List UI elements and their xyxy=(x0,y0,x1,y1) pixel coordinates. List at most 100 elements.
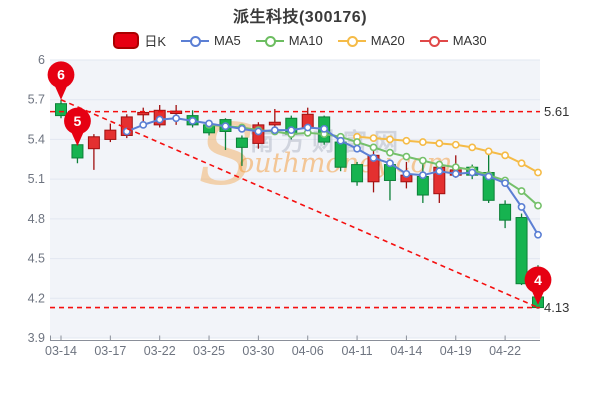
candle-body xyxy=(334,141,347,168)
ma10-legend-marker-icon xyxy=(255,35,284,47)
page-title: 派生科技(300176) xyxy=(232,9,368,26)
ma10-point xyxy=(517,187,526,195)
ma20-legend-marker-icon xyxy=(337,35,366,47)
ma5-point xyxy=(418,171,427,180)
ma5-legend-marker-icon xyxy=(181,35,210,47)
ma20-point xyxy=(451,140,460,149)
balloon-body xyxy=(524,266,552,294)
chart-legend: 日K MA5 MA10 MA20 MA30 xyxy=(0,31,600,50)
legend-item-k[interactable]: 日K xyxy=(113,31,166,50)
ma20-point xyxy=(418,138,427,146)
y-axis-label: 4.5 xyxy=(28,252,45,266)
candle-body xyxy=(55,103,67,117)
ma20-point xyxy=(386,135,394,144)
y-axis-label: 5.4 xyxy=(28,132,45,146)
candle xyxy=(87,134,100,170)
x-axis-label: 03-14 xyxy=(45,344,77,358)
ma5-point xyxy=(435,167,444,176)
x-axis-label: 03-17 xyxy=(94,344,126,358)
candle-body xyxy=(137,111,150,116)
ma5-point xyxy=(122,127,131,136)
legend-item-ma5[interactable]: MA5 xyxy=(181,33,241,48)
candle-body xyxy=(515,217,528,285)
plot-area xyxy=(50,60,540,338)
price-alert-label: 4.13 xyxy=(544,300,569,315)
ma5-point xyxy=(369,154,378,162)
candle-body xyxy=(268,121,281,126)
y-axis-label: 5.1 xyxy=(28,172,45,186)
ma10-point xyxy=(386,148,394,157)
candle-body xyxy=(104,129,117,140)
ma5-point xyxy=(534,230,542,239)
trend-line xyxy=(60,98,539,309)
candle xyxy=(515,213,528,286)
ma5-point xyxy=(451,169,460,178)
ma5-point xyxy=(254,127,263,136)
legend-item-ma20[interactable]: MA20 xyxy=(337,33,405,48)
ma5-point xyxy=(270,126,279,135)
x-axis-label: 03-25 xyxy=(193,344,225,358)
balloon-number: 6 xyxy=(57,67,65,83)
ma5-point xyxy=(287,126,296,135)
x-axis-label: 04-19 xyxy=(440,344,472,358)
ma5-point xyxy=(484,172,493,181)
legend-item-ma30[interactable]: MA30 xyxy=(419,33,487,48)
ma5-point xyxy=(139,120,148,129)
candle xyxy=(351,161,364,186)
x-axis-label: 04-14 xyxy=(390,344,422,358)
marker-balloon-5: 5 xyxy=(64,107,91,147)
marker-balloon-4: 4 xyxy=(524,266,552,305)
ma5-point xyxy=(188,116,197,125)
ma5-point xyxy=(155,115,164,124)
ma5-point xyxy=(402,169,411,178)
candle xyxy=(104,123,117,143)
x-axis-label: 03-30 xyxy=(242,344,274,358)
price-alert-label: 5.61 xyxy=(544,104,569,119)
candle-body xyxy=(235,137,248,148)
ma10-point xyxy=(369,143,378,152)
balloon-number: 5 xyxy=(74,113,82,129)
candle-body xyxy=(351,164,364,183)
candle-body xyxy=(499,203,512,221)
y-axis-label: 5.7 xyxy=(28,93,45,107)
ma20-point xyxy=(484,147,493,156)
legend-label: MA10 xyxy=(288,33,323,48)
ma20-line xyxy=(353,132,542,177)
ma5-point xyxy=(386,159,394,168)
ma5-point xyxy=(517,203,526,211)
x-axis-label: 04-11 xyxy=(342,344,373,358)
y-axis-label: 3.9 xyxy=(28,331,45,345)
ma10-point xyxy=(451,163,460,172)
ma10-point xyxy=(353,138,361,146)
balloon-body xyxy=(47,61,75,89)
x-axis-label: 04-06 xyxy=(292,344,324,358)
ma10-point xyxy=(418,156,427,165)
ma10-point xyxy=(402,152,411,161)
ma30-legend-marker-icon xyxy=(419,35,448,47)
candle-body xyxy=(87,136,100,150)
legend-label: 日K xyxy=(144,34,167,49)
ma20-point xyxy=(501,151,510,160)
candle xyxy=(499,200,512,229)
y-axis-label: 6 xyxy=(38,53,45,67)
candle-body xyxy=(416,175,429,196)
marker-balloon-6: 6 xyxy=(47,61,75,100)
ma5-point xyxy=(221,122,230,131)
y-axis-label: 4.8 xyxy=(28,212,45,226)
ma20-point xyxy=(402,136,411,145)
ma20-point xyxy=(534,168,542,177)
legend-item-ma10[interactable]: MA10 xyxy=(255,33,323,48)
ma10-point xyxy=(435,160,444,169)
candle xyxy=(55,99,67,119)
ma5-point xyxy=(320,124,329,133)
legend-label: MA20 xyxy=(370,33,405,48)
legend-label: MA5 xyxy=(214,33,241,48)
ma5-point xyxy=(501,179,510,188)
ma5-point xyxy=(336,136,345,145)
daily-k-swatch-icon xyxy=(113,32,140,49)
ma20-point xyxy=(468,143,477,152)
ma5-point xyxy=(205,119,213,128)
y-axis-label: 4.2 xyxy=(28,291,45,305)
